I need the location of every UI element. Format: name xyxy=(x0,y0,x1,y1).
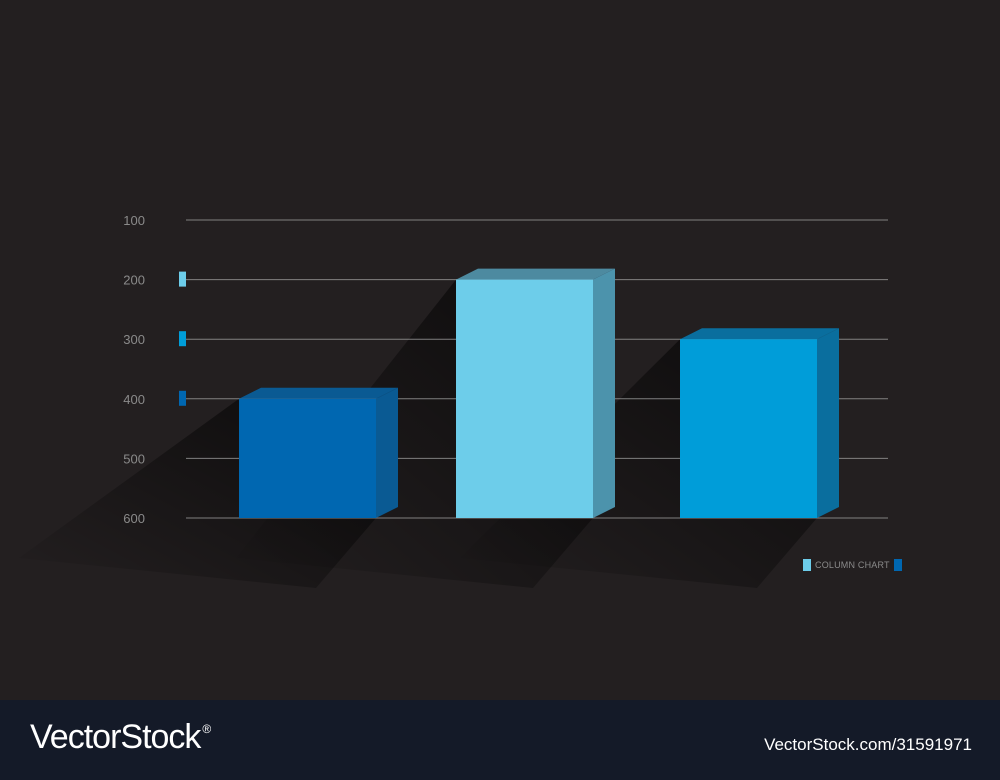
y-tick-label: 100 xyxy=(123,213,145,228)
y-tick-label: 400 xyxy=(123,392,145,407)
registered-mark: ® xyxy=(202,722,211,736)
y-tick-marker xyxy=(179,331,186,347)
bars xyxy=(239,268,839,518)
bar-top-face xyxy=(680,328,839,340)
brand-logo: VectorStock ® xyxy=(30,718,211,757)
chart-svg: 100 200 300 400 500 600 xyxy=(19,213,888,588)
legend-swatch-light xyxy=(803,559,811,571)
y-tick-marker xyxy=(179,390,186,406)
legend-swatch-dark xyxy=(893,559,902,571)
bar-shadow xyxy=(460,339,817,588)
bar xyxy=(456,279,593,518)
y-tick-marker xyxy=(179,271,186,287)
y-tick-label: 300 xyxy=(123,332,145,347)
legend: COLUMN CHART xyxy=(803,558,902,572)
bar-side-face xyxy=(376,387,398,518)
bar-side-face xyxy=(593,268,615,518)
bar-top-face xyxy=(239,387,398,399)
bar-top-face xyxy=(456,268,615,280)
y-axis: 100 200 300 400 500 600 xyxy=(123,213,186,526)
y-tick-label: 200 xyxy=(123,273,145,288)
column-chart: 100 200 300 400 500 600 COLUMN CHART xyxy=(19,213,902,588)
bar-side-face xyxy=(817,328,839,518)
bar xyxy=(239,398,376,518)
footer-bar: VectorStock ® VectorStock.com/31591971 xyxy=(0,700,1000,780)
brand-name: VectorStock xyxy=(30,718,201,756)
image-id: VectorStock.com/31591971 xyxy=(764,735,972,754)
bar xyxy=(680,339,817,518)
legend-label: COLUMN CHART xyxy=(815,560,890,570)
y-tick-label: 600 xyxy=(123,511,145,526)
y-tick-label: 500 xyxy=(123,451,145,466)
